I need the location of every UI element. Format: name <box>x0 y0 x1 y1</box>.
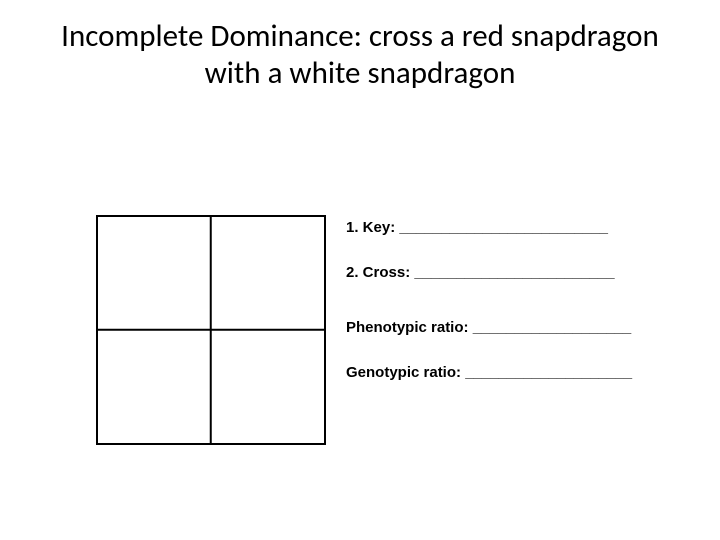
phenotypic-blank: ___________________ <box>473 319 632 336</box>
cross-blank: ________________________ <box>414 264 614 281</box>
phenotypic-row: Phenotypic ratio: ___________________ <box>346 319 632 336</box>
phenotypic-label: Phenotypic ratio: <box>346 319 473 336</box>
key-label: 1. Key: <box>346 219 399 236</box>
fill-in-lines: 1. Key: _________________________ 2. Cro… <box>346 219 632 409</box>
genotypic-row: Genotypic ratio: ____________________ <box>346 364 632 381</box>
genotypic-label: Genotypic ratio: <box>346 364 465 381</box>
punnett-horizontal-divider <box>98 329 324 331</box>
punnett-square <box>96 215 326 445</box>
cross-label: 2. Cross: <box>346 264 414 281</box>
key-blank: _________________________ <box>399 219 608 236</box>
cross-row: 2. Cross: ________________________ <box>346 264 632 281</box>
genotypic-blank: ____________________ <box>465 364 632 381</box>
page-title: Incomplete Dominance: cross a red snapdr… <box>0 0 720 92</box>
key-row: 1. Key: _________________________ <box>346 219 632 236</box>
